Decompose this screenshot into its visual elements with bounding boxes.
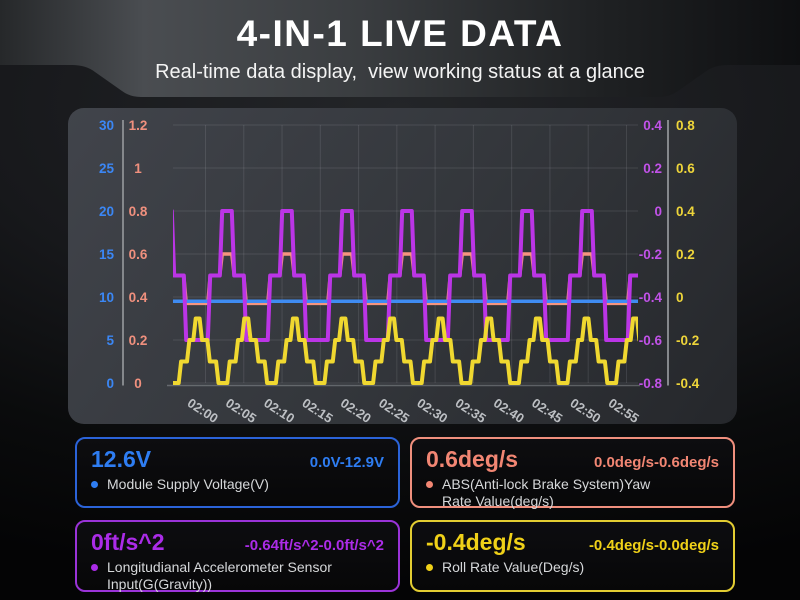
series-3: [173, 316, 638, 385]
accelerometer-axis-tick: -0.6: [639, 333, 663, 348]
time-tick: 02:35: [453, 395, 489, 426]
card-module-supply-voltage: 12.6V 0.0V-12.9V Module Supply Voltage(V…: [75, 437, 400, 508]
voltage-label: Module Supply Voltage(V): [107, 476, 269, 493]
voltage-axis-tick: 25: [99, 161, 115, 176]
header-shape-path: [0, 0, 800, 97]
yaw-rate-axis-tick: 0.2: [129, 333, 148, 348]
voltage-axis-tick: 0: [106, 376, 114, 391]
accelerometer-label: Longitudianal Accelerometer Sensor Input…: [107, 559, 332, 592]
header-band: [0, 0, 800, 97]
voltage-axis-tick: 5: [106, 333, 114, 348]
page-title: 4-IN-1 LIVE DATA: [236, 13, 564, 54]
yaw-rate-axis-tick: 0.6: [129, 247, 148, 262]
roll-rate-axis-tick: 0: [676, 290, 684, 305]
series-2: [173, 209, 638, 342]
voltage-axis-tick: 20: [99, 204, 114, 219]
voltage-range: 0.0V-12.9V: [309, 454, 384, 471]
card-yaw-rate: 0.6deg/s 0.0deg/s-0.6deg/s ABS(Anti-lock…: [410, 437, 735, 509]
accelerometer-axis-tick: -0.8: [639, 376, 663, 391]
voltage-axis-tick: 15: [99, 247, 115, 262]
accelerometer-current-value: 0ft/s^2: [91, 529, 165, 555]
yaw-rate-bullet-icon: [426, 481, 433, 489]
time-tick: 02:20: [338, 395, 374, 426]
time-tick: 02:45: [529, 395, 565, 426]
accelerometer-axis-tick: -0.2: [639, 247, 662, 262]
time-tick: 02:00: [185, 395, 221, 426]
card-roll-rate: -0.4deg/s -0.4deg/s-0.0deg/s Roll Rate V…: [410, 520, 735, 592]
yaw-rate-axis-tick: 0.8: [129, 204, 148, 219]
time-tick: 02:10: [261, 395, 297, 426]
roll-rate-label: Roll Rate Value(Deg/s): [442, 559, 585, 576]
card-accelerometer: 0ft/s^2 -0.64ft/s^2-0.0ft/s^2 Longitudia…: [75, 520, 400, 592]
yaw-rate-axis-tick: 0: [134, 376, 142, 391]
page-subtitle: Real-time data display, view working sta…: [155, 61, 645, 83]
yaw-rate-label: ABS(Anti-lock Brake System)Yaw Rate Valu…: [442, 476, 651, 509]
roll-rate-axis-tick: -0.2: [676, 333, 699, 348]
roll-rate-axis-tick: 0.8: [676, 118, 695, 133]
time-tick: 02:40: [491, 395, 527, 426]
time-tick: 02:15: [300, 395, 336, 426]
accelerometer-bullet-icon: [91, 564, 98, 572]
roll-rate-axis-tick: 0.6: [676, 161, 695, 176]
accelerometer-axis-tick: -0.4: [639, 290, 663, 305]
yaw-rate-axis-tick: 1: [134, 161, 142, 176]
voltage-axis-tick: 10: [99, 290, 114, 305]
roll-rate-axis-tick: -0.4: [676, 376, 700, 391]
yaw-rate-axis-tick: 1.2: [129, 118, 148, 133]
accelerometer-axis-tick: 0.2: [643, 161, 662, 176]
time-tick: 02:25: [376, 395, 412, 426]
time-tick: 02:30: [414, 395, 450, 426]
voltage-bullet-icon: [91, 481, 98, 489]
live-data-cards: 12.6V 0.0V-12.9V Module Supply Voltage(V…: [75, 437, 735, 592]
roll-rate-range: -0.4deg/s-0.0deg/s: [588, 537, 719, 554]
roll-rate-axis-tick: 0.4: [676, 204, 695, 219]
accelerometer-axis-tick: 0: [654, 204, 662, 219]
accelerometer-range: -0.64ft/s^2-0.0ft/s^2: [244, 537, 384, 554]
accelerometer-axis-tick: 0.4: [643, 118, 662, 133]
voltage-axis-tick: 30: [99, 118, 114, 133]
time-tick: 02:55: [606, 395, 642, 426]
yaw-rate-axis-tick: 0.4: [129, 290, 148, 305]
voltage-current-value: 12.6V: [91, 446, 152, 472]
roll-rate-bullet-icon: [426, 564, 433, 572]
yaw-rate-current-value: 0.6deg/s: [426, 446, 519, 472]
roll-rate-current-value: -0.4deg/s: [426, 529, 526, 555]
yaw-rate-range: 0.0deg/s-0.6deg/s: [593, 454, 719, 471]
roll-rate-axis-tick: 0.2: [676, 247, 695, 262]
time-tick: 02:05: [223, 395, 259, 426]
time-tick: 02:50: [567, 395, 603, 426]
